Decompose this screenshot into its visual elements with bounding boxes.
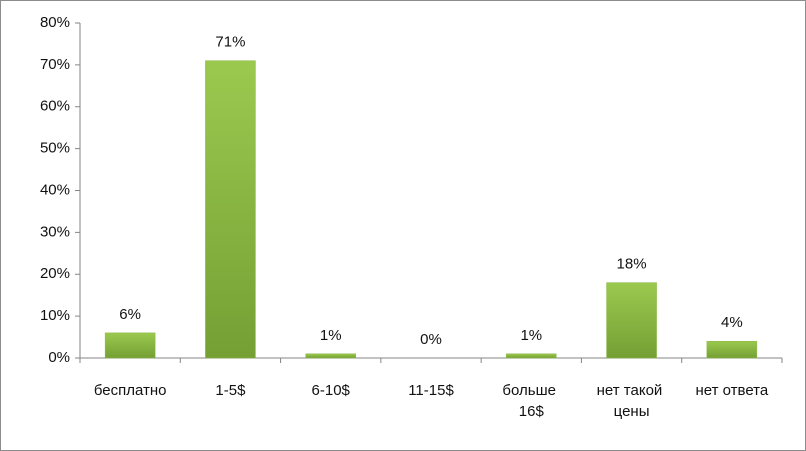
- y-tick-label: 40%: [40, 181, 70, 198]
- bar: [706, 341, 758, 359]
- y-tick-label: 80%: [40, 14, 70, 31]
- y-tick-label: 20%: [40, 265, 70, 282]
- x-tick-label: нет ответа: [695, 382, 768, 399]
- value-label: 0%: [420, 331, 442, 348]
- y-tick-label: 10%: [40, 307, 70, 324]
- y-tick-label: 70%: [40, 56, 70, 73]
- value-label: 4%: [721, 314, 743, 331]
- x-tick-label: нет такой цены: [597, 382, 667, 420]
- bar: [205, 60, 256, 359]
- bar: [606, 282, 657, 359]
- bar: [104, 332, 156, 359]
- x-tick-label: больше 16$: [502, 382, 560, 420]
- x-tick-label: 1-5$: [215, 382, 246, 399]
- x-tick-label: 6-10$: [312, 382, 351, 399]
- value-label: 71%: [215, 34, 245, 51]
- y-tick-label: 0%: [48, 349, 70, 366]
- y-tick-label: 60%: [40, 98, 70, 115]
- y-tick-label: 50%: [40, 140, 70, 157]
- bar: [506, 353, 557, 359]
- value-label: 1%: [320, 327, 342, 344]
- value-label: 6%: [119, 306, 141, 323]
- x-tick-label: 11-15$: [408, 382, 454, 399]
- x-tick-label: бесплатно: [94, 382, 167, 399]
- bar: [305, 353, 356, 359]
- value-label: 1%: [520, 327, 542, 344]
- value-label: 18%: [617, 256, 647, 273]
- y-tick-label: 30%: [40, 223, 70, 240]
